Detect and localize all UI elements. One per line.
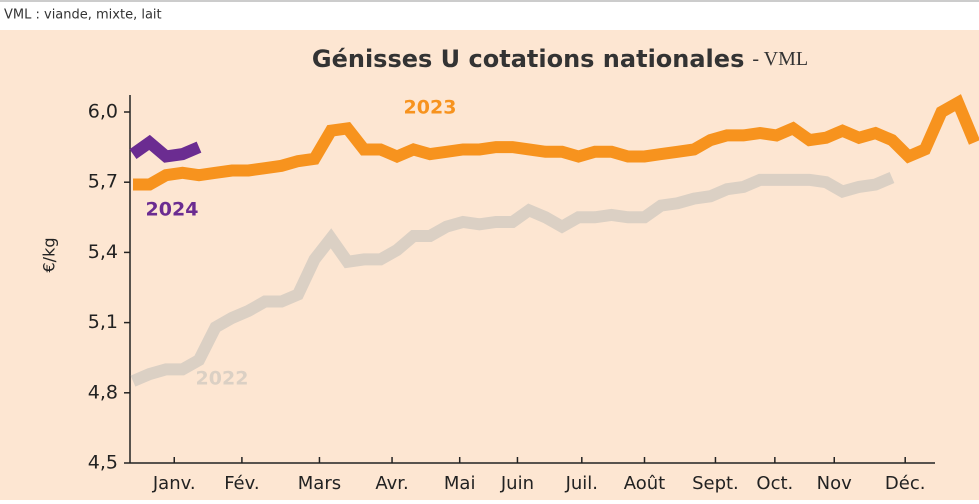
x-tick-label: Sept.	[692, 473, 739, 494]
series-line	[129, 134, 202, 163]
chart-title: Génisses U cotations nationales	[312, 45, 744, 73]
series-label: 2022	[196, 368, 249, 390]
series-line	[130, 171, 895, 387]
y-tick-label: 5,1	[88, 311, 118, 333]
y-tick-label: 4,8	[88, 381, 118, 403]
y-tick-label: 5,4	[88, 241, 118, 263]
x-tick-label: Mars	[298, 473, 341, 494]
x-tick-label: Juil.	[565, 473, 598, 494]
plot-background	[0, 30, 979, 500]
chart-title-group: Génisses U cotations nationales - VML	[312, 45, 808, 73]
y-tick-label: 4,5	[88, 452, 118, 474]
caption: VML : viande, mixte, lait	[4, 8, 162, 23]
x-tick-label: Août	[624, 473, 665, 494]
x-tick-label: Avr.	[375, 473, 408, 494]
x-tick-label: Mai	[444, 473, 476, 494]
x-tick-label: Nov	[817, 473, 852, 494]
series-line	[133, 94, 979, 191]
series-label: 2023	[404, 97, 457, 119]
x-tick-label: Janv.	[152, 473, 196, 494]
x-tick-label: Fév.	[224, 473, 259, 494]
series-label: 2024	[146, 199, 199, 221]
x-tick-label: Oct.	[756, 473, 793, 494]
x-tick-label: Déc.	[885, 473, 926, 494]
y-axis-label: €/kg	[40, 238, 59, 273]
y-tick-label: 6,0	[88, 101, 118, 123]
chart-subtitle: - VML	[752, 48, 808, 70]
x-tick-label: Juin	[500, 473, 534, 494]
y-tick-label: 5,7	[88, 171, 118, 193]
